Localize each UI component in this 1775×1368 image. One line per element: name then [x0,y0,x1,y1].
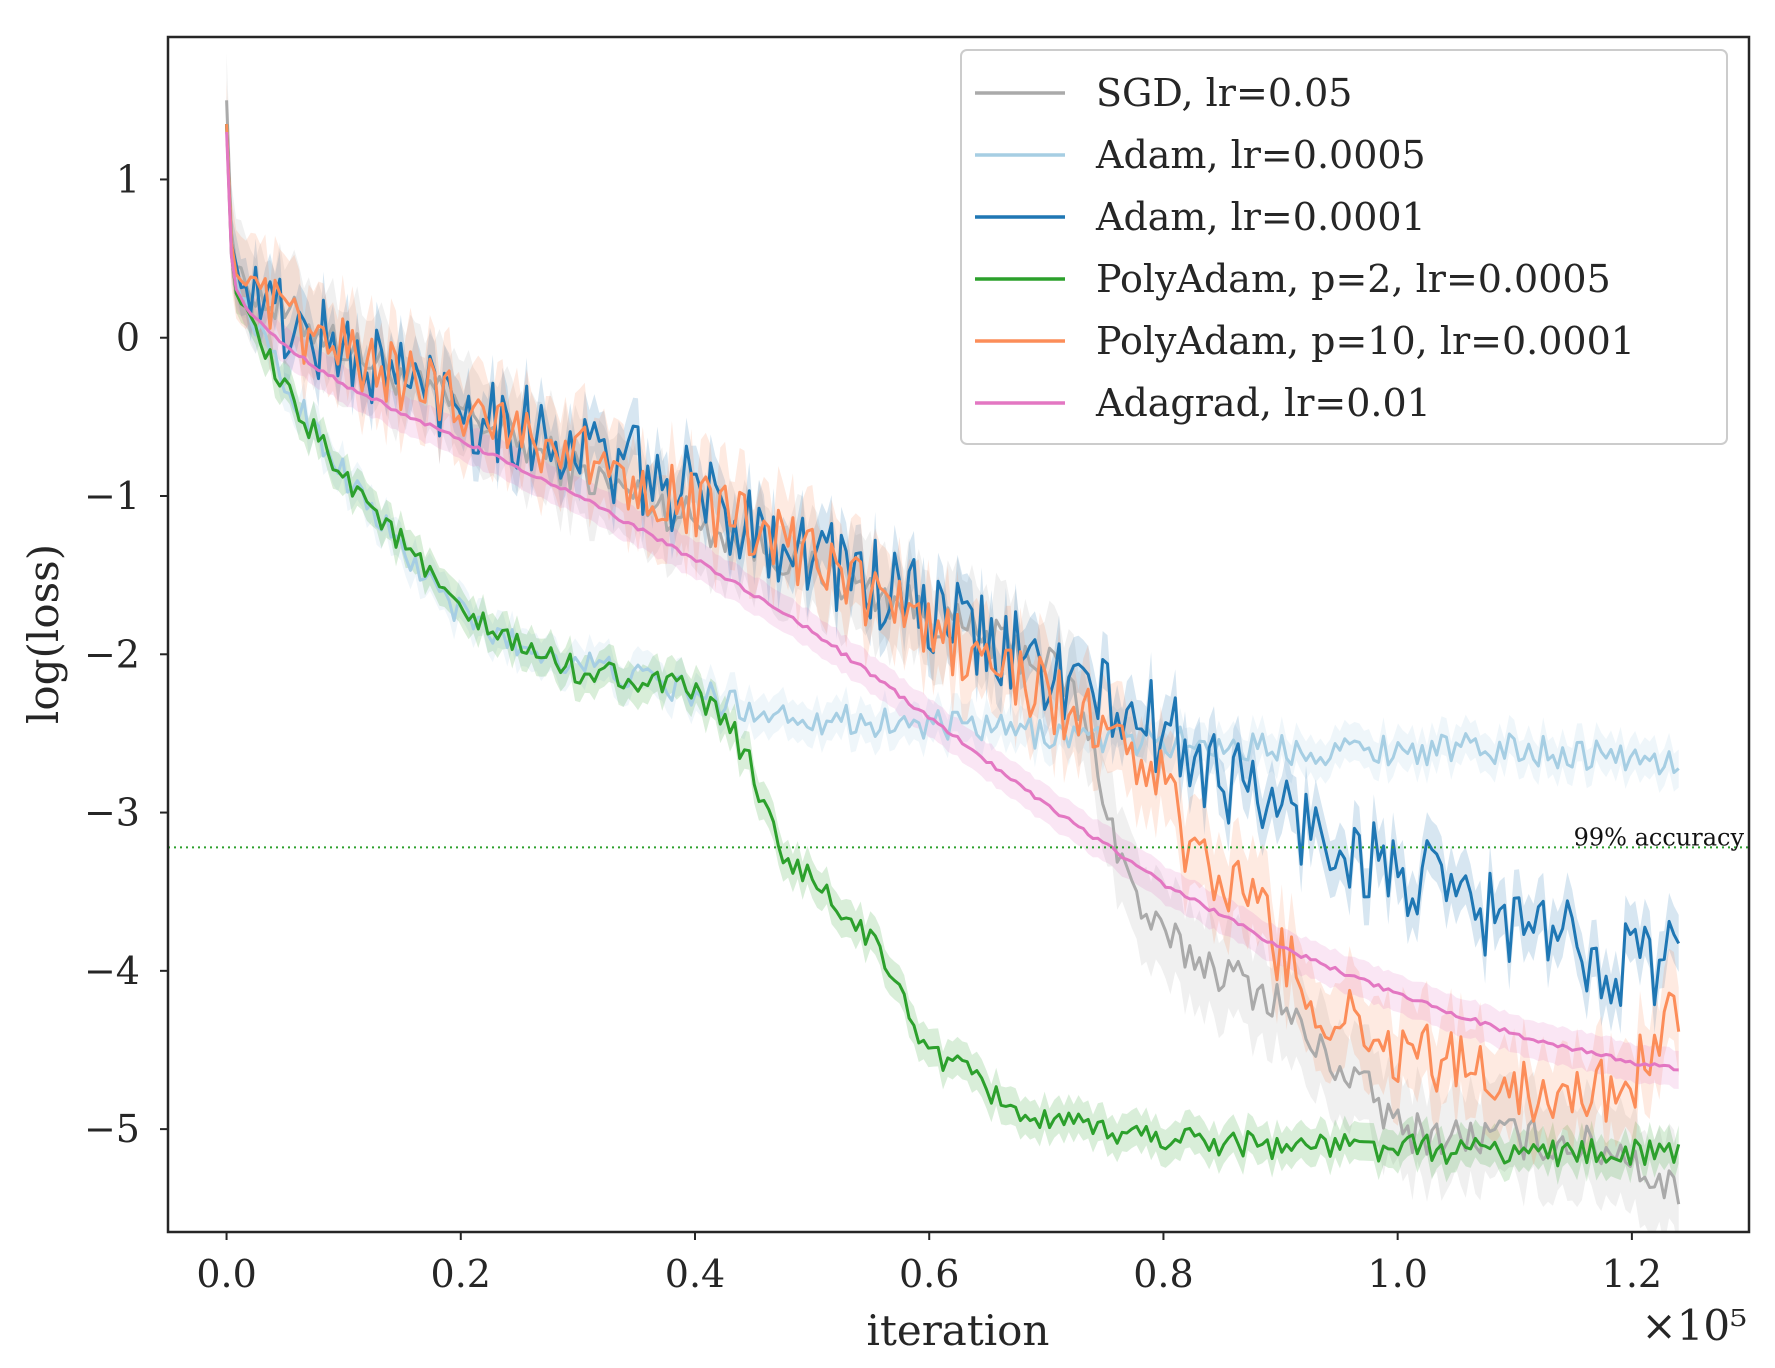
x-tick-label: 0.8 [1133,1252,1193,1296]
x-tick-label: 0.4 [665,1252,725,1296]
band-adam-lr-0-0001 [226,95,1679,1034]
y-axis-label: log(loss) [19,544,68,724]
y-tick-label: −5 [84,1107,140,1151]
x-tick-label: 0.0 [196,1252,256,1296]
plot-frame [166,35,1751,1234]
x-tick-label: 0.6 [899,1252,959,1296]
legend-box [960,49,1728,445]
legend-label: Adam, lr=0.0005 [1095,133,1426,177]
legend: SGD, lr=0.05 Adam, lr=0.0005 Adam, lr=0.00… [960,49,1728,445]
series-line-polyadam-p-10-lr-0-0001 [225,124,1681,1123]
y-axis-ticks: 1 0 −1 −2 −3 −4 −5 [84,157,168,1151]
series-line-adagrad-lr-0-01 [225,131,1679,1072]
x-tick-label: 0.2 [431,1252,491,1296]
legend-label: SGD, lr=0.05 [1096,71,1352,115]
legend-label: PolyAdam, p=10, lr=0.0001 [1096,319,1635,363]
band-polyadam-p-2-lr-0-0005 [226,105,1679,1185]
x-tick-label: 1.2 [1602,1252,1662,1296]
x-axis-label: iteration [867,1306,1050,1355]
y-tick-label: −3 [84,791,140,835]
legend-label: PolyAdam, p=2, lr=0.0005 [1096,257,1611,301]
y-tick-label: −1 [84,474,140,518]
accuracy-threshold-label: 99% accuracy [1574,823,1745,851]
series-line-adam-lr-0-0001 [225,124,1681,1007]
y-tick-label: 1 [116,157,140,201]
series-line-adam-lr-0-0005 [225,124,1680,776]
series-line-polyadam-p-2-lr-0-0005 [225,124,1681,1168]
series-lines [225,100,1681,1205]
y-tick-label: −4 [84,949,140,993]
y-tick-label: −2 [84,632,140,676]
legend-label: Adam, lr=0.0001 [1095,195,1426,239]
x-axis-ticks: 0.0 0.2 0.4 0.6 0.8 1.0 1.2 [196,1232,1662,1296]
legend-label: Adagrad, lr=0.01 [1095,381,1431,425]
y-tick-label: 0 [116,316,140,360]
x-axis-scale-label: ×10⁵ [1642,1301,1747,1350]
x-tick-label: 1.0 [1367,1252,1427,1296]
